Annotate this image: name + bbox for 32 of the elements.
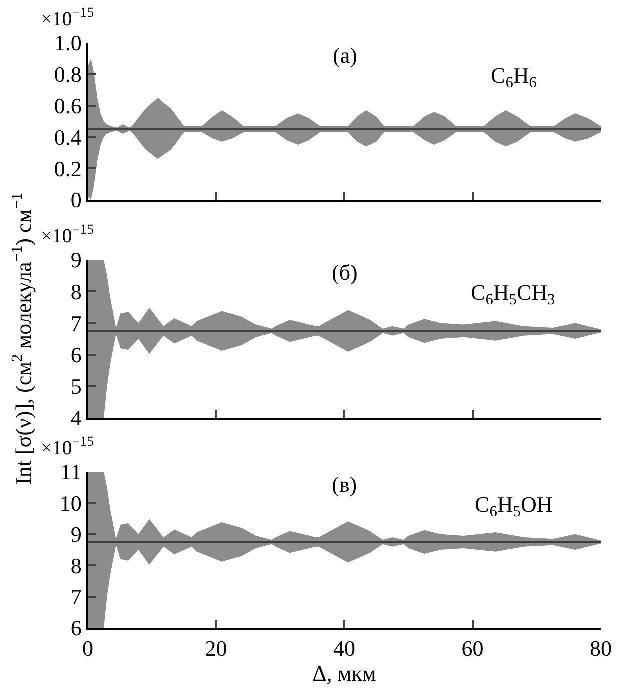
y-tick-label: 1.0 — [54, 30, 82, 56]
x-tick-label: 40 — [334, 636, 356, 662]
y-tick-label: 0.6 — [54, 94, 82, 118]
y-tick-label: 10 — [60, 490, 82, 516]
y-tick-label: 7 — [70, 584, 82, 610]
y-tick-label: 0.4 — [54, 124, 82, 150]
y-tick-label: 4 — [70, 406, 82, 431]
text: ×10$^{−15}$ — [41, 6, 94, 30]
y-tick-label: 6 — [70, 616, 82, 641]
annotation: (б) — [332, 260, 358, 285]
x-axis-title: Δ, мкм — [312, 661, 376, 686]
x-tick-label: 20 — [205, 636, 228, 662]
y-tick-label: 7 — [70, 310, 82, 336]
x-tick-label: 60 — [462, 636, 484, 662]
annotation: C$_{6}$H$_{6}$ — [491, 63, 538, 92]
annotation: C$_{6}$H$_{5}$CH$_{3}$ — [471, 280, 556, 309]
y-tick-label: 0.2 — [54, 156, 82, 182]
text: ×10$^{−15}$ — [41, 435, 94, 460]
y-tick-label: 0.8 — [54, 62, 82, 88]
y-tick-label: 11 — [60, 460, 82, 485]
y-tick-label: 6 — [70, 342, 82, 368]
text: ×10$^{−15}$ — [41, 223, 94, 248]
y-tick-label: 0 — [70, 188, 82, 213]
y-tick-label: 9 — [70, 522, 82, 548]
y-tick-label: 9 — [70, 248, 82, 273]
annotation: C$_{6}$H$_{5}$OH — [475, 492, 553, 521]
annotation: (а) — [333, 43, 358, 68]
y-tick-label: 8 — [70, 553, 82, 578]
y-tick-label: 8 — [70, 279, 82, 304]
annotation: (в) — [332, 472, 358, 497]
x-tick-label: 80 — [590, 636, 612, 662]
y-tick-label: 5 — [70, 374, 82, 400]
